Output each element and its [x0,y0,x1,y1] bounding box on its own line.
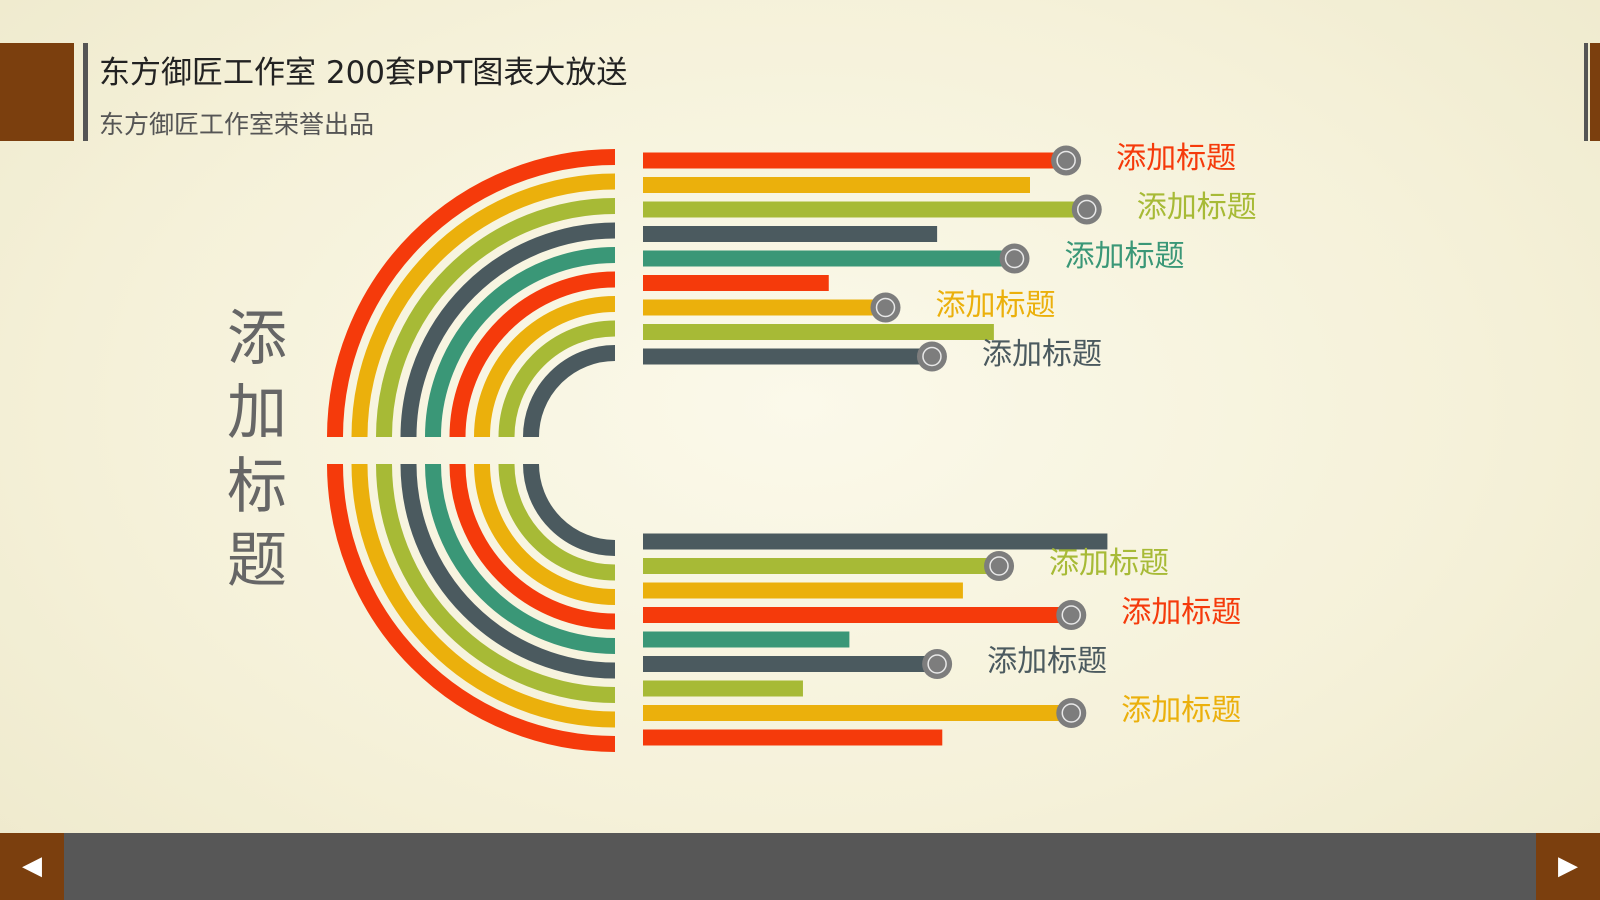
upper-label: 添加标题 [1064,238,1185,274]
lower-bar [643,680,803,697]
lower-marker [1056,600,1087,630]
lower-bar [643,533,1108,550]
lower-arc [523,463,616,556]
lower-marker-ring [1061,703,1082,723]
upper-marker-ring [1077,199,1097,220]
right-accent-bar [1584,43,1588,141]
upper-arc [498,320,616,438]
upper-arc [523,345,616,438]
lower-label: 添加标题 [1121,693,1242,728]
upper-label: 添加标题 [1136,189,1257,225]
upper-arc [351,173,616,438]
lower-arc [474,463,616,605]
lower-arc [449,463,616,630]
right-brand-strip [1590,43,1600,141]
lower-bar [643,631,850,648]
lower-marker-ring [927,654,947,674]
lower-marker [922,649,953,679]
arc-bar-diagram [327,145,1108,752]
lower-marker [984,551,1015,581]
lower-arc [327,463,616,752]
lower-label: 添加标题 [987,644,1108,679]
upper-bar [643,201,1087,218]
upper-arc [400,222,616,438]
upper-arc [474,296,616,438]
lower-bar [643,582,963,599]
upper-bar [643,275,829,291]
lower-bar [643,729,943,746]
upper-label: 添加标题 [1116,140,1237,176]
lower-arc [351,463,616,728]
lower-bar [643,558,1000,574]
upper-label: 添加标题 [981,336,1102,372]
lower-bar [643,656,938,672]
upper-arc [376,198,616,438]
triangle-left-icon: ◀ [22,851,42,881]
upper-bar [643,299,886,316]
vertical-main-title: 添 加 标 题 [222,302,292,598]
lower-label: 添加标题 [1049,546,1170,581]
vertical-title-char: 加 [227,378,287,448]
upper-marker [870,292,901,323]
upper-arc [327,149,616,438]
lower-bar [643,607,1072,623]
footer-bar [0,833,1600,900]
upper-arc [425,247,616,438]
brand-block [0,43,74,141]
upper-marker-ring [1004,248,1025,269]
lower-bar [643,705,1072,721]
lower-arc [400,463,616,679]
page-subtitle: 东方御匠工作室荣誉出品 [99,110,375,139]
title-accent-bar [83,43,88,141]
upper-marker-ring [922,346,942,367]
lower-arc [498,463,616,581]
upper-label: 添加标题 [935,287,1056,323]
triangle-right-icon: ▶ [1558,851,1578,881]
upper-marker-ring [875,297,896,318]
upper-marker [1071,194,1102,225]
page-title: 东方御匠工作室 200套PPT图表大放送 [99,55,628,91]
lower-marker-ring [989,556,1009,576]
upper-arc [449,271,616,438]
lower-arc [376,463,616,703]
upper-bar [643,226,938,242]
upper-bar [643,324,994,340]
lower-marker [1056,698,1087,728]
upper-marker [1051,145,1082,176]
upper-marker-ring [1056,150,1076,171]
upper-marker [916,341,947,372]
upper-bar [643,177,1030,193]
lower-marker-ring [1061,605,1082,625]
vertical-title-char: 标 [227,452,287,522]
upper-bar [643,152,1067,169]
next-slide-button[interactable]: ▶ [1536,833,1600,900]
vertical-title-char: 题 [227,526,287,596]
vertical-title-char: 添 [227,304,287,374]
upper-bar [643,250,1015,267]
upper-bar [643,348,932,365]
upper-marker [999,243,1030,274]
lower-label: 添加标题 [1121,595,1242,630]
lower-arc [425,463,616,654]
prev-slide-button[interactable]: ◀ [0,833,64,900]
